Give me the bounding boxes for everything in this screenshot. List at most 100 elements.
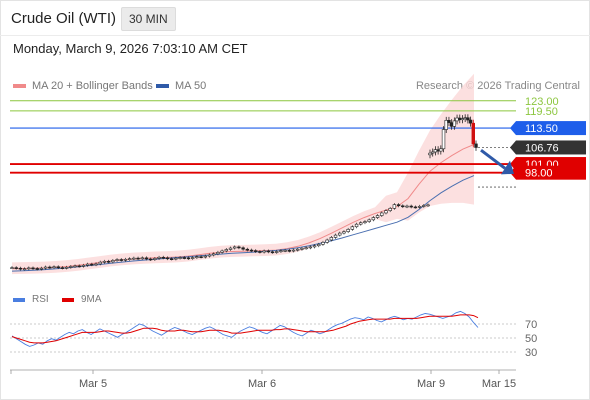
candle — [401, 205, 405, 208]
candle — [52, 266, 56, 269]
candle — [388, 208, 392, 211]
candle — [287, 250, 292, 252]
candle — [312, 245, 317, 248]
candle — [431, 151, 435, 154]
ma9-label: 9MA — [81, 294, 102, 305]
candle — [132, 257, 136, 260]
candle — [308, 246, 313, 249]
candle — [380, 212, 384, 216]
candle — [90, 263, 94, 266]
candle — [27, 267, 31, 270]
candle — [436, 149, 440, 152]
candle — [186, 257, 191, 260]
candle — [165, 257, 170, 260]
candle — [466, 117, 470, 121]
candle — [157, 256, 161, 259]
pivot-label: 113.50 — [525, 123, 558, 135]
candle — [304, 247, 308, 250]
candle — [174, 257, 178, 260]
candle — [449, 122, 454, 127]
candle — [460, 118, 465, 121]
legend-rsi: RSI — [13, 294, 49, 305]
credit-text: Research © 2026 Trading Central — [415, 80, 580, 92]
candle — [220, 250, 224, 253]
candle — [123, 258, 128, 261]
candle — [338, 232, 342, 236]
candle — [392, 204, 397, 209]
candle — [178, 257, 182, 259]
candle — [333, 234, 338, 238]
interval-selector[interactable]: 30 MIN — [121, 7, 176, 31]
candle — [321, 241, 325, 245]
legend-9ma: 9MA — [62, 294, 102, 305]
candle — [458, 117, 462, 121]
rsi-tick-label: 30 — [525, 347, 537, 359]
candle — [346, 229, 350, 232]
candle — [439, 148, 443, 152]
pivot-tag-pointer — [510, 121, 516, 136]
rsi-tick-label: 50 — [525, 333, 537, 345]
candle — [64, 267, 69, 269]
candle — [447, 120, 451, 123]
candle — [262, 250, 266, 253]
candle — [354, 223, 359, 228]
candle — [153, 258, 157, 260]
candle — [384, 210, 388, 214]
candle — [254, 250, 258, 252]
candle — [106, 260, 111, 263]
bollinger-band — [12, 73, 474, 275]
instrument-title: Crude Oil (WTI) — [11, 10, 116, 27]
candle — [417, 206, 422, 208]
support-label: 98.00 — [525, 168, 553, 180]
ma50-swatch — [156, 84, 169, 88]
candle — [69, 266, 73, 268]
x-tick-label: Mar 9 — [417, 378, 445, 390]
candle — [266, 250, 271, 253]
candle — [350, 226, 355, 230]
candle — [148, 258, 153, 261]
candle — [111, 260, 115, 263]
candle — [98, 261, 102, 265]
candle — [136, 257, 140, 260]
candle — [14, 267, 18, 269]
candle — [182, 257, 186, 259]
candle — [342, 231, 346, 234]
candle — [233, 246, 237, 249]
candle — [81, 265, 86, 267]
candle — [474, 143, 478, 148]
candle — [452, 120, 457, 127]
candle — [426, 204, 430, 207]
candle — [85, 263, 90, 266]
candle — [39, 267, 44, 270]
candle — [140, 257, 144, 260]
rsi-label: RSI — [32, 294, 49, 305]
candle — [195, 256, 199, 258]
candle — [371, 217, 376, 221]
ma9-swatch — [62, 297, 74, 302]
candle — [77, 265, 81, 268]
ma20-label: MA 20 + Bollinger Bands — [32, 80, 153, 92]
rsi-ma-line — [11, 314, 479, 344]
candle — [144, 257, 149, 260]
candle — [471, 122, 475, 145]
candle — [428, 152, 432, 156]
candle — [468, 119, 473, 124]
last-price-tag-pointer — [510, 140, 516, 155]
candle — [367, 219, 371, 222]
candle — [245, 248, 250, 251]
legend-ma50: MA 50 — [156, 80, 206, 92]
x-tick-label: Mar 15 — [482, 378, 516, 390]
candle — [207, 254, 212, 257]
candle — [48, 266, 52, 269]
candle — [463, 117, 467, 120]
candle — [241, 247, 245, 250]
candle — [405, 205, 409, 208]
rsi-line — [11, 310, 479, 347]
last-price-tag — [516, 140, 586, 155]
candle — [18, 267, 23, 270]
candle — [444, 120, 448, 130]
candle — [413, 206, 418, 209]
candle — [300, 248, 304, 250]
candle — [31, 267, 35, 270]
candle — [270, 251, 275, 254]
